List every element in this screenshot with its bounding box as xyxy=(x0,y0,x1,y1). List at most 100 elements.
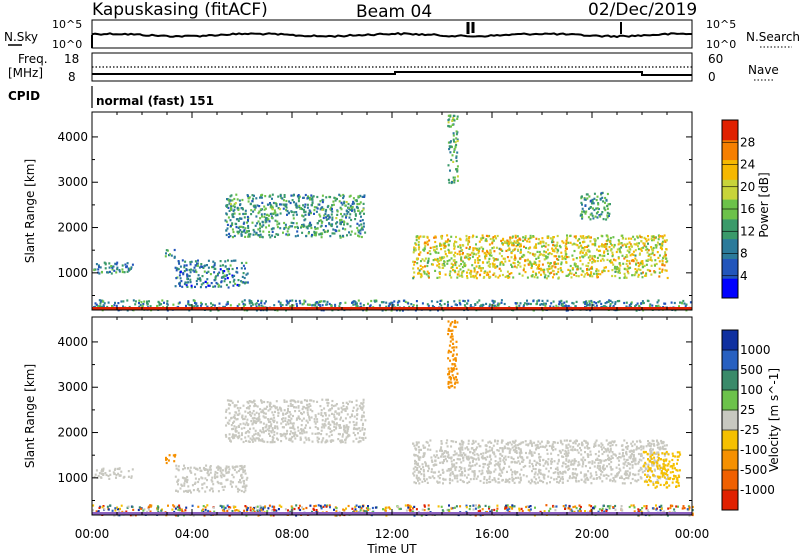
data-cell xyxy=(519,476,522,479)
data-cell xyxy=(233,205,236,209)
data-cell xyxy=(647,238,650,241)
data-cell xyxy=(286,421,289,424)
data-cell xyxy=(282,207,285,210)
data-cell xyxy=(302,417,305,420)
data-cell xyxy=(611,301,614,304)
data-cell xyxy=(537,255,540,258)
data-cell xyxy=(299,432,302,435)
data-cell xyxy=(313,209,316,212)
data-cell xyxy=(359,201,362,204)
data-cell xyxy=(618,240,621,243)
data-cell xyxy=(352,440,355,443)
data-cell xyxy=(606,214,609,217)
data-cell xyxy=(327,421,330,424)
data-cell xyxy=(292,304,295,307)
data-cell xyxy=(274,410,276,413)
data-cell xyxy=(245,421,248,424)
data-cell xyxy=(266,510,269,513)
data-cell xyxy=(232,427,235,430)
data-cell xyxy=(588,300,591,303)
data-cell xyxy=(532,253,535,256)
data-cell xyxy=(305,235,308,238)
data-cell xyxy=(560,302,563,305)
data-cell xyxy=(302,196,305,199)
data-cell xyxy=(507,244,510,247)
data-cell xyxy=(191,504,194,507)
data-cell xyxy=(367,302,369,305)
data-cell xyxy=(117,302,120,305)
data-cell xyxy=(588,268,591,271)
data-cell xyxy=(605,234,608,237)
data-cell xyxy=(308,439,311,442)
data-cell xyxy=(245,439,247,442)
data-cell xyxy=(602,218,605,221)
data-cell xyxy=(344,438,347,442)
data-cell xyxy=(657,256,660,259)
data-cell xyxy=(170,254,173,257)
data-cell xyxy=(288,211,290,214)
data-cell xyxy=(233,278,236,281)
data-cell xyxy=(165,249,168,252)
data-cell xyxy=(552,276,554,279)
data-cell xyxy=(235,485,238,488)
data-cell xyxy=(627,267,630,270)
data-cell xyxy=(270,431,273,434)
data-cell xyxy=(580,195,583,198)
data-cell xyxy=(347,504,350,508)
data-cell xyxy=(665,478,668,481)
data-cell xyxy=(519,302,522,305)
data-cell xyxy=(259,507,262,510)
data-cell xyxy=(309,221,312,224)
data-cell xyxy=(612,304,615,308)
data-cell xyxy=(586,268,588,271)
data-cell xyxy=(268,234,271,237)
data-cell xyxy=(502,243,504,246)
data-cell xyxy=(532,270,535,273)
data-cell xyxy=(242,264,245,267)
data-cell xyxy=(654,264,656,267)
data-cell xyxy=(344,301,347,304)
data-cell xyxy=(596,237,599,240)
data-cell xyxy=(327,402,330,405)
data-cell xyxy=(357,195,360,198)
data-cell xyxy=(258,303,261,306)
data-cell xyxy=(358,202,361,206)
data-cell xyxy=(659,235,662,238)
data-cell xyxy=(509,506,512,509)
data-cell xyxy=(146,303,149,306)
data-cell xyxy=(166,300,169,303)
data-cell xyxy=(236,283,239,287)
data-cell xyxy=(307,232,310,235)
data-cell xyxy=(107,508,110,511)
data-cell xyxy=(242,226,245,229)
data-cell xyxy=(459,268,462,271)
data-cell xyxy=(455,130,458,133)
data-cell xyxy=(573,462,576,465)
data-cell xyxy=(193,305,196,308)
data-cell xyxy=(271,411,274,414)
data-cell xyxy=(307,437,310,440)
data-cell xyxy=(306,407,309,410)
data-cell xyxy=(627,272,630,275)
data-cell xyxy=(661,242,664,245)
data-cell xyxy=(243,299,246,302)
data-cell xyxy=(359,232,362,235)
data-cell xyxy=(211,487,214,490)
data-cell xyxy=(252,427,255,430)
data-cell xyxy=(335,507,338,510)
data-cell xyxy=(324,210,327,213)
data-cell xyxy=(654,475,657,478)
data-cell xyxy=(295,206,298,209)
data-cell xyxy=(661,263,664,267)
data-cell xyxy=(185,304,187,307)
data-cell xyxy=(262,508,264,511)
data-cell xyxy=(268,425,271,428)
data-cell xyxy=(482,462,485,466)
data-cell xyxy=(157,506,160,509)
nave-tick-top: 60 xyxy=(708,52,723,66)
data-cell xyxy=(516,235,519,238)
data-cell xyxy=(273,405,276,408)
data-cell xyxy=(358,224,361,227)
data-cell xyxy=(183,477,186,480)
data-cell xyxy=(582,235,585,238)
